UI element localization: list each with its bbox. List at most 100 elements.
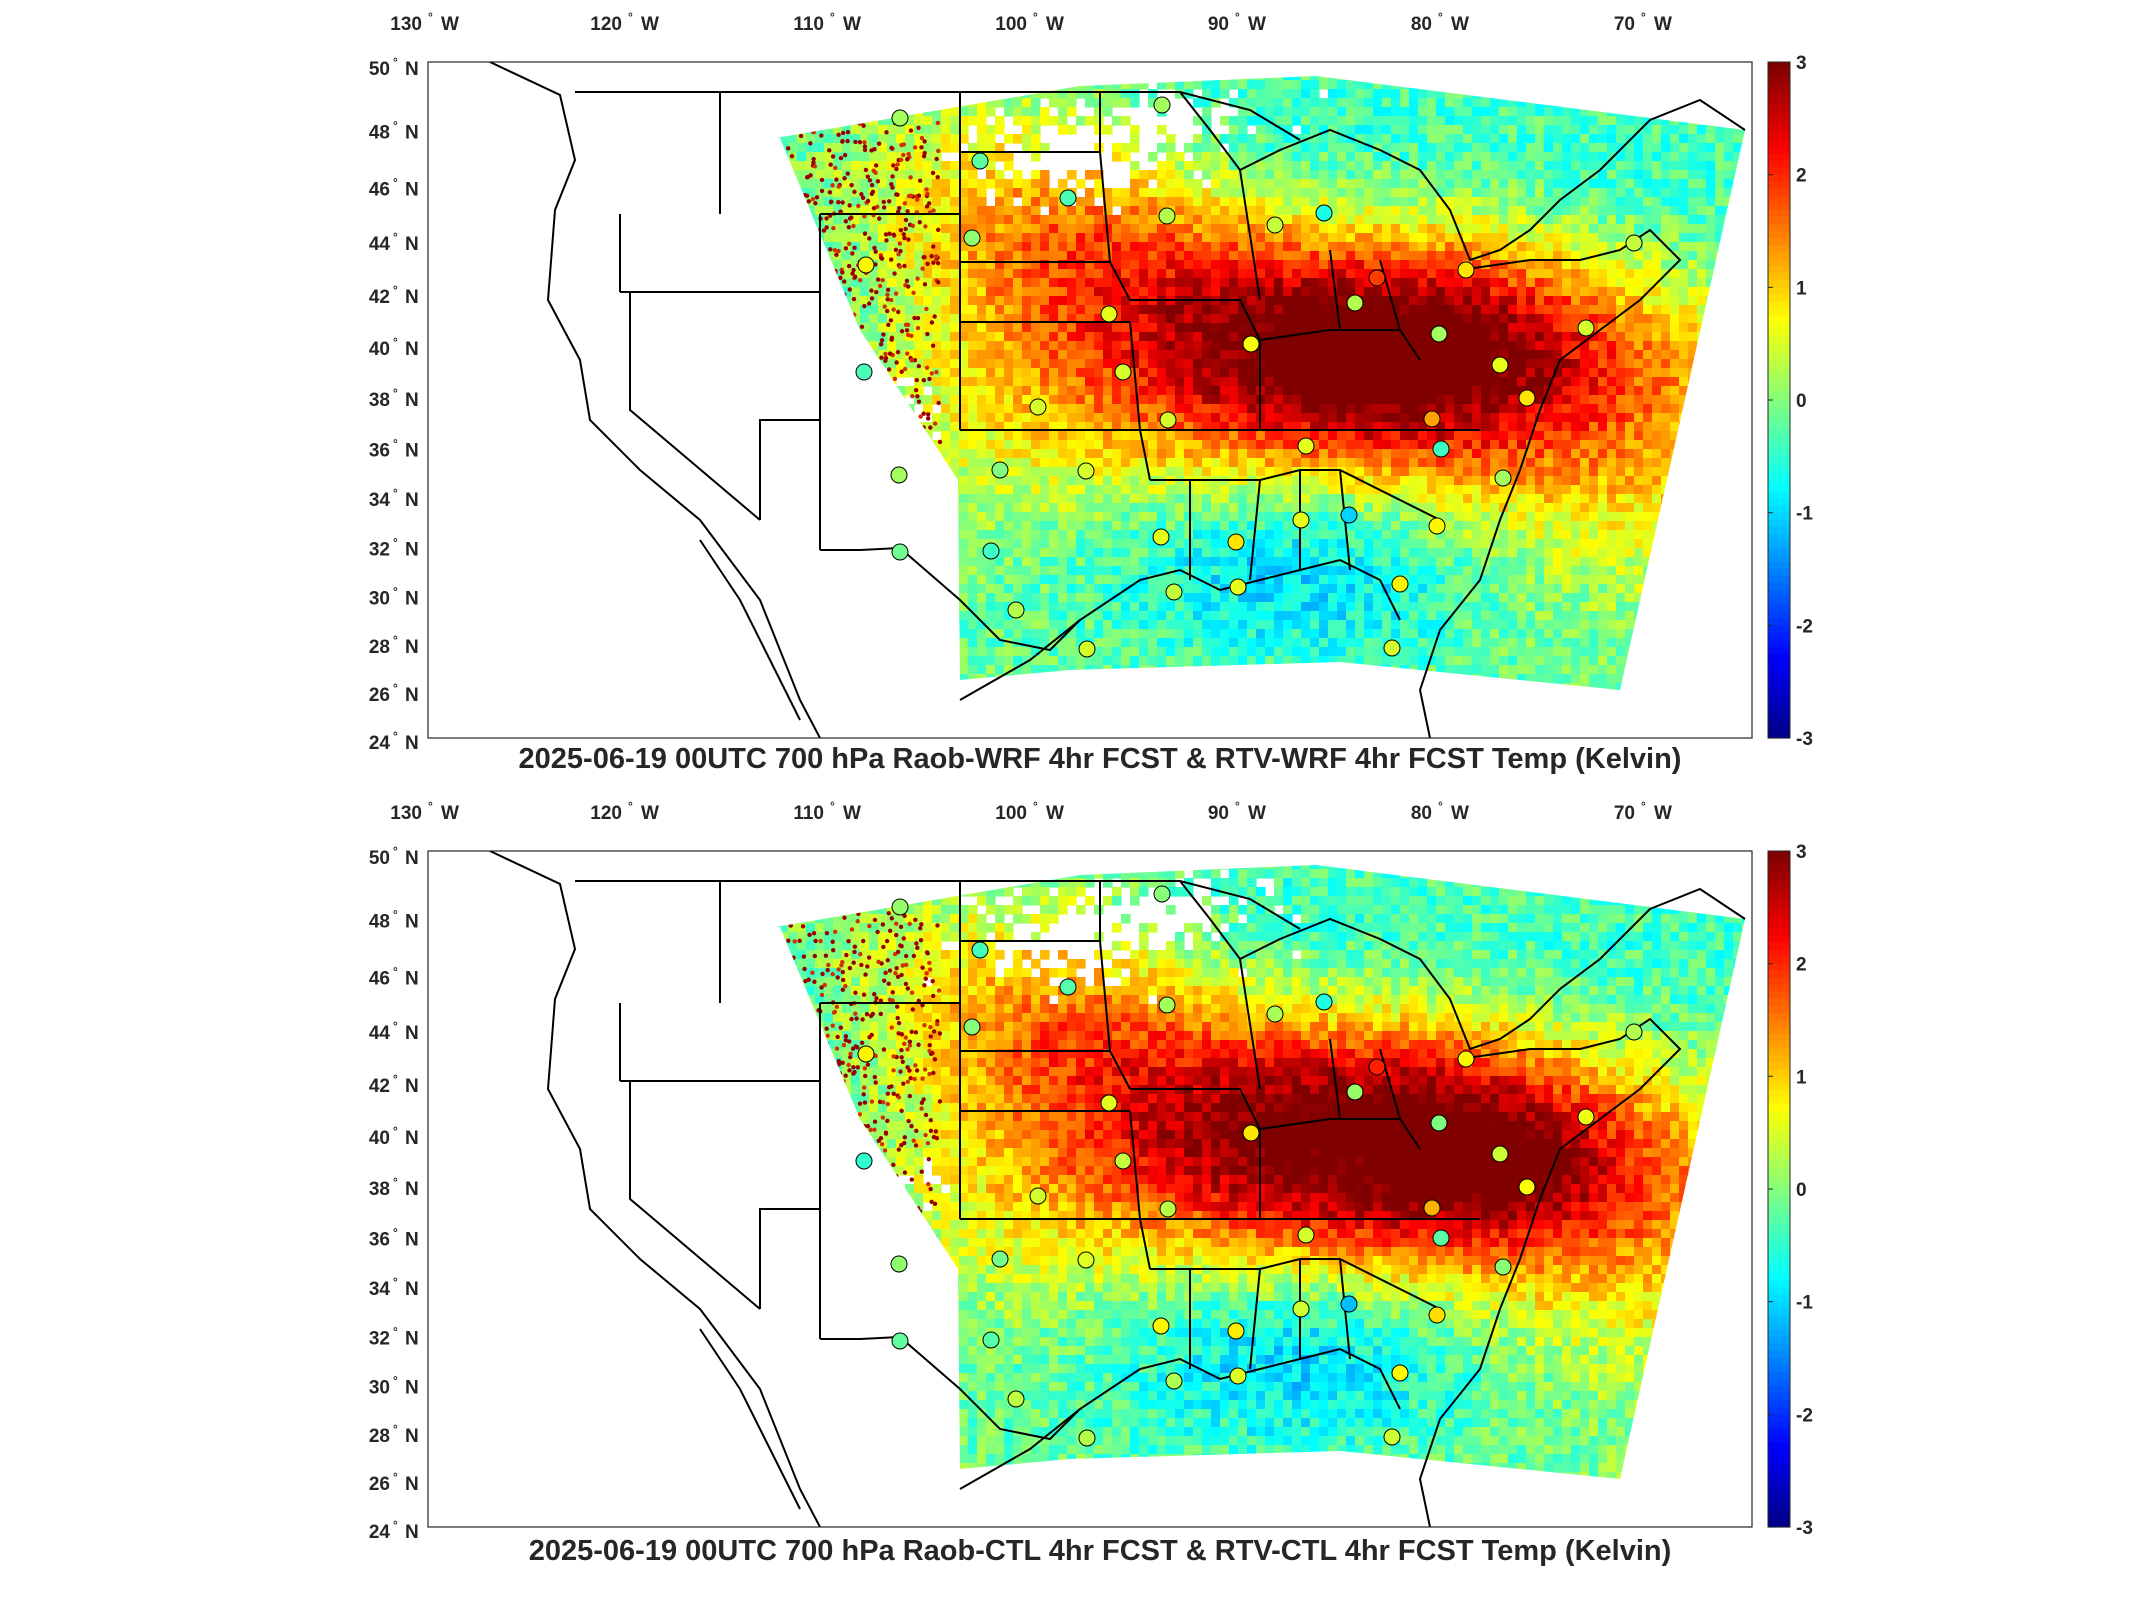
raob-station-6: [1457, 261, 1475, 279]
colorbar-tick-label: -3: [1796, 1518, 1813, 1539]
lon-tick-hemi: W: [441, 14, 459, 35]
lat-tick-hemi: N: [405, 123, 419, 144]
degree-symbol: °: [393, 964, 398, 978]
degree-symbol: °: [393, 1470, 398, 1484]
lat-tick-hemi: N: [405, 490, 419, 511]
lat-tick-value: 46: [369, 179, 390, 200]
lat-tick-labels: 50 ° N48 ° N46 ° N44 ° N42 ° N40 ° N38 ° N36 ° N34 ° N32 ° N…: [369, 55, 419, 754]
raob-station-42: [891, 543, 909, 561]
raob-station-15: [1114, 363, 1132, 381]
lat-tick-value: 26: [369, 1474, 390, 1495]
lon-tick-hemi: W: [843, 803, 861, 824]
colorbar-tick-label: -1: [1796, 504, 1813, 525]
raob-station-36: [1229, 578, 1247, 596]
degree-symbol: °: [393, 119, 398, 133]
panel-title: 2025-06-19 00UTC 700 hPa Raob-WRF 4hr FC…: [519, 743, 1682, 775]
degree-symbol: °: [393, 55, 398, 69]
lat-tick-hemi: N: [405, 540, 419, 561]
border-line-10: [1099, 940, 1480, 1270]
colorbar-tick-label: 1: [1796, 278, 1807, 299]
degree-symbol: °: [393, 1518, 398, 1532]
degree-symbol: °: [830, 10, 835, 24]
lat-tick-value: 26: [369, 685, 390, 706]
border-line-4: [1418, 228, 1682, 738]
raob-station-21: [1518, 1178, 1536, 1196]
degree-symbol: °: [393, 386, 398, 400]
border-line-12: [1239, 169, 1421, 361]
raob-station-41: [1491, 356, 1509, 374]
degree-symbol: °: [393, 1373, 398, 1387]
lat-tick-value: 40: [369, 339, 390, 360]
state-borders: [489, 62, 1746, 738]
border-line-10: [1099, 151, 1480, 481]
raob-station-8: [963, 1018, 981, 1036]
degree-symbol: °: [393, 1175, 398, 1189]
lat-tick-value: 24: [369, 1522, 391, 1543]
raob-station-34: [1078, 1429, 1096, 1447]
lat-tick-hemi: N: [405, 179, 419, 200]
lat-tick-hemi: N: [405, 1279, 419, 1300]
lon-tick-value: 70: [1614, 803, 1635, 824]
raob-station-13: [1430, 1114, 1448, 1132]
raob-station-11: [1242, 1124, 1260, 1142]
raob-station-4: [1315, 204, 1333, 222]
colorbar-tick-label: -3: [1796, 729, 1813, 750]
raob-station-25: [1227, 533, 1245, 551]
degree-symbol: °: [393, 584, 398, 598]
lat-tick-hemi: N: [405, 1076, 419, 1097]
raob-station-39: [1153, 885, 1171, 903]
lat-tick-hemi: N: [405, 733, 419, 754]
raob-station-24: [1152, 1317, 1170, 1335]
raob-station-20: [1432, 1229, 1450, 1247]
raob-station-40: [1266, 1005, 1284, 1023]
degree-symbol: °: [830, 799, 835, 813]
lon-tick-value: 70: [1614, 14, 1635, 35]
colorbar-tick-label: 1: [1796, 1067, 1807, 1088]
lat-tick-value: 44: [369, 1023, 391, 1044]
lon-tick-hemi: W: [1046, 803, 1064, 824]
raob-station-23: [1077, 462, 1095, 480]
raob-station-8: [963, 229, 981, 247]
raob-station-17: [1159, 411, 1177, 429]
lat-tick-value: 38: [369, 390, 390, 411]
lat-tick-hemi: N: [405, 1023, 419, 1044]
raob-station-24: [1152, 528, 1170, 546]
state-borders: [489, 851, 1746, 1527]
border-line-14: [1189, 469, 1351, 581]
lon-tick-value: 130: [390, 14, 422, 35]
lat-tick-value: 36: [369, 440, 390, 461]
degree-symbol: °: [1033, 799, 1038, 813]
lat-tick-value: 40: [369, 1128, 390, 1149]
raob-station-35: [1165, 1372, 1183, 1390]
degree-symbol: °: [393, 436, 398, 450]
border-line-8: [629, 1081, 820, 1310]
degree-symbol: °: [393, 175, 398, 189]
raob-station-36: [1229, 1367, 1247, 1385]
raob-station-5: [1368, 1058, 1386, 1076]
raob-station-19: [1423, 410, 1441, 428]
raob-station-42: [891, 1332, 909, 1350]
lat-tick-value: 44: [369, 234, 391, 255]
lon-tick-value: 80: [1411, 14, 1432, 35]
lat-tick-value: 38: [369, 1179, 390, 1200]
colorbar-tick-label: 0: [1796, 1180, 1807, 1201]
lon-tick-value: 110: [793, 803, 824, 824]
map-frame: [427, 61, 1753, 739]
degree-symbol: °: [628, 10, 633, 24]
degree-symbol: °: [393, 729, 398, 743]
border-line-5: [959, 558, 1401, 701]
raob-station-31: [855, 363, 873, 381]
raob-station-15: [1114, 1152, 1132, 1170]
lon-tick-value: 130: [390, 803, 422, 824]
raob-station-37: [1391, 1364, 1409, 1382]
border-line-6: [820, 1335, 1081, 1441]
raob-station-41: [1491, 1145, 1509, 1163]
raob-station-29: [1494, 469, 1512, 487]
raob-station-30: [890, 466, 908, 484]
lat-tick-hemi: N: [405, 339, 419, 360]
raob-station-3: [1158, 996, 1176, 1014]
lat-tick-value: 28: [369, 637, 390, 658]
raob-station-22: [991, 461, 1009, 479]
border-line-8: [629, 292, 820, 521]
border-line-1: [699, 539, 801, 721]
